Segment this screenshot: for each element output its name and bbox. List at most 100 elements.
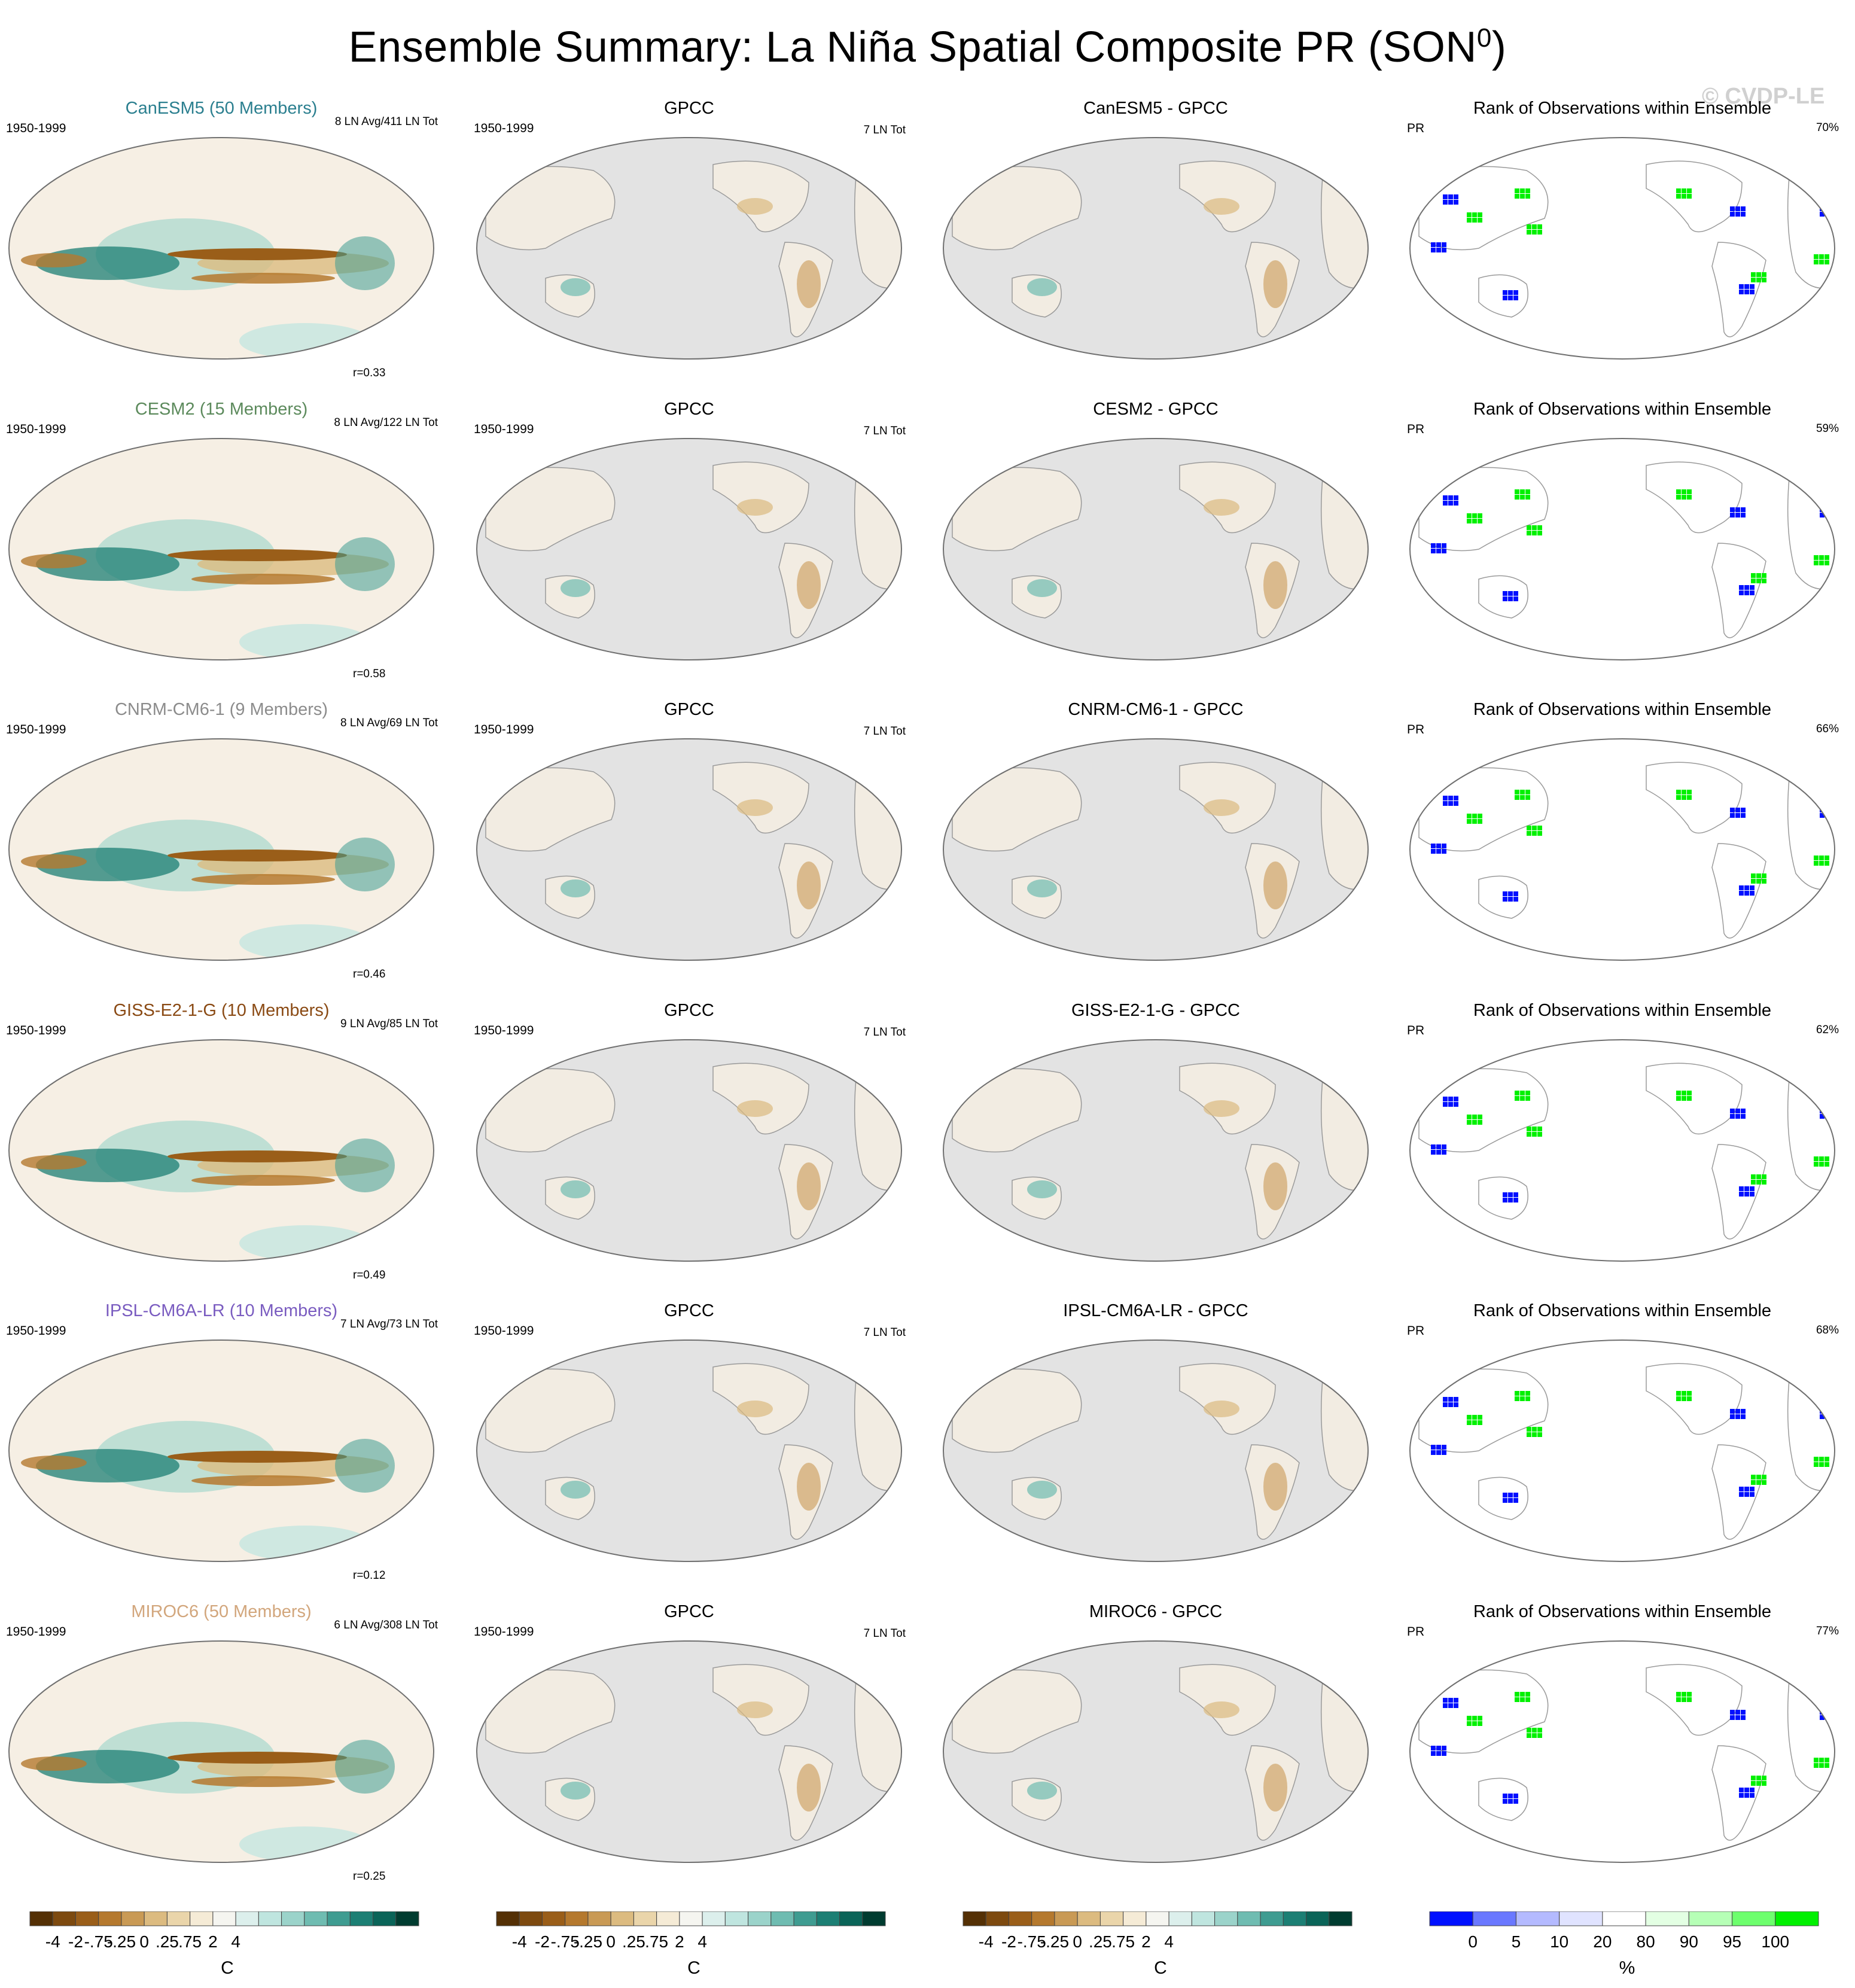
colorbar-tick-label: 90: [1680, 1932, 1698, 1951]
map-border: [943, 738, 1369, 961]
rank-cell: [1478, 1721, 1482, 1726]
rank-cell: [1741, 507, 1746, 512]
map-rank: [1409, 738, 1835, 961]
rank-cell: [1443, 501, 1448, 506]
rank-cell: [1532, 525, 1537, 530]
rank-cell: [1830, 1710, 1835, 1715]
dry-anomaly: [191, 1776, 335, 1787]
rank-cell: [1762, 272, 1766, 277]
rank-cell: [1682, 1697, 1686, 1702]
dry-anomaly: [167, 1451, 347, 1463]
rank-cell: [1525, 1391, 1530, 1396]
dry-anomaly: [1263, 260, 1287, 308]
map-rank: [1409, 438, 1835, 660]
rank-cell: [1735, 808, 1740, 812]
rank-cell: [1442, 549, 1446, 553]
colorbar-swatch: [1123, 1911, 1147, 1926]
rank-cell: [1814, 260, 1819, 264]
rank-cell: [1503, 1192, 1507, 1197]
rank-cell: [1682, 489, 1686, 494]
rank-cell: [1467, 513, 1472, 518]
rank-cell: [1730, 813, 1735, 818]
dry-anomaly: [1204, 499, 1239, 516]
rank-cell: [1436, 844, 1441, 848]
rank-cell: [1532, 531, 1537, 535]
rank-cell: [1503, 296, 1507, 300]
rank-cell: [1520, 495, 1525, 500]
colorbar-swatch: [770, 1911, 794, 1926]
rank-cell: [1824, 1162, 1829, 1167]
rank-cell: [1537, 831, 1542, 836]
rank-cell: [1472, 1115, 1477, 1119]
rank-cell: [1525, 1692, 1530, 1697]
rank-cell: [1527, 1132, 1531, 1137]
rank-cell: [1532, 1427, 1537, 1432]
colorbar-tick-label: -2: [1001, 1932, 1016, 1951]
rank-cell: [1431, 1751, 1436, 1756]
rank-cell: [1448, 1703, 1453, 1708]
dry-anomaly: [1204, 1701, 1239, 1718]
rank-cell: [1520, 1692, 1525, 1697]
panel-title: GPCC: [664, 400, 714, 419]
event-count: 8 LN Avg/411 LN Tot: [334, 115, 438, 128]
rank-cell: [1814, 1763, 1819, 1768]
dry-anomaly: [191, 874, 335, 885]
colorbar-tick-label: .25: [1089, 1932, 1112, 1951]
variable-label: PR: [1407, 723, 1425, 736]
pattern-correlation: r=0.12: [353, 1569, 386, 1582]
rank-cell: [1819, 555, 1824, 560]
rank-cell: [1741, 808, 1746, 812]
rank-cell: [1741, 813, 1746, 818]
colorbar-swatch: [304, 1911, 328, 1926]
rank-cell: [1682, 188, 1686, 193]
event-count: 7 LN Avg/73 LN Tot: [340, 1318, 438, 1331]
rank-cell: [1751, 1781, 1756, 1786]
rank-cell: [1756, 873, 1761, 878]
colorbar-swatch: [327, 1911, 351, 1926]
rank-cell: [1735, 1414, 1740, 1419]
map-border: [943, 1640, 1369, 1863]
variable-label: PR: [1407, 121, 1425, 135]
rank-cell: [1436, 1150, 1441, 1155]
rank-cell: [1527, 1432, 1531, 1437]
rank-cell: [1515, 1091, 1519, 1095]
rank-cell: [1819, 1763, 1824, 1768]
rank-cell: [1682, 495, 1686, 500]
panel-title: GISS-E2-1-G (10 Members): [113, 1001, 330, 1020]
map-obs: [476, 1640, 902, 1863]
event-count: 8 LN Avg/69 LN Tot: [340, 717, 438, 729]
pattern-correlation: r=0.33: [353, 367, 386, 379]
rank-cell: [1537, 1132, 1542, 1137]
rank-cell: [1730, 1414, 1735, 1419]
wet-anomaly: [1027, 278, 1057, 296]
rank-cell: [1762, 1180, 1766, 1185]
dry-anomaly: [21, 1756, 87, 1771]
rank-cell: [1676, 1692, 1681, 1697]
rank-cell: [1687, 795, 1692, 800]
wet-anomaly: [1027, 1782, 1057, 1800]
rank-cell: [1741, 206, 1746, 211]
pattern-correlation: r=0.25: [353, 1870, 386, 1883]
rank-cell: [1744, 1492, 1749, 1497]
period-label: 1950-1999: [6, 1625, 66, 1639]
colorbar-swatch: [1008, 1911, 1032, 1926]
rank-cell: [1478, 212, 1482, 217]
rank-cell: [1454, 194, 1458, 199]
colorbar-tick-label: 0: [139, 1932, 149, 1951]
period-label: 1950-1999: [474, 121, 534, 135]
rank-cell: [1830, 507, 1835, 512]
rank-cell: [1520, 1697, 1525, 1702]
colorbar-swatch: [212, 1911, 236, 1926]
rank-cell: [1503, 1799, 1507, 1804]
rank-cell: [1508, 591, 1513, 596]
rank-cell: [1750, 891, 1755, 896]
rank-cell: [1442, 1746, 1446, 1750]
rank-cell: [1830, 206, 1835, 211]
event-count: 6 LN Avg/308 LN Tot: [334, 1619, 438, 1631]
rank-cell: [1454, 1397, 1458, 1402]
rank-cell: [1508, 897, 1513, 902]
rank-cell: [1676, 1091, 1681, 1095]
colorbar-swatch: [633, 1911, 657, 1926]
rank-cell: [1751, 278, 1756, 282]
rank-cell: [1520, 1391, 1525, 1396]
